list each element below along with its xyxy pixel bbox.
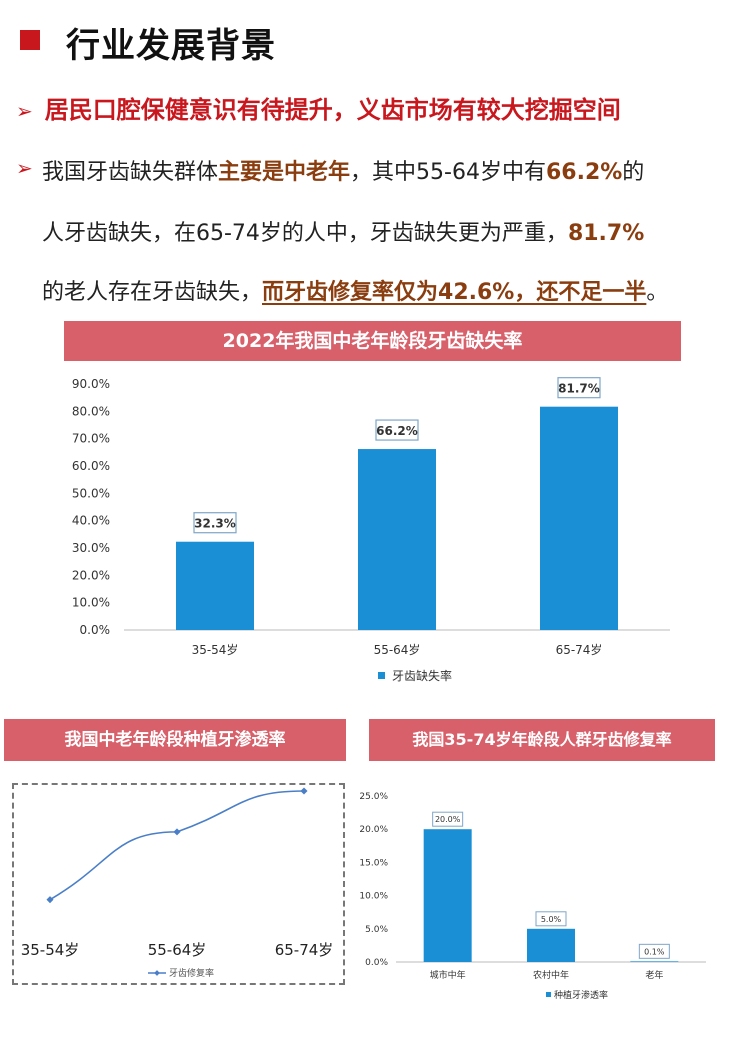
y-tick-label: 10.0% <box>72 596 110 610</box>
legend-label: 种植牙渗透率 <box>554 989 608 1001</box>
chart3-title: 我国35-74岁年龄段人群牙齿修复率 <box>369 719 715 761</box>
data-label-box <box>193 512 237 534</box>
text: 。 <box>646 280 669 305</box>
bar <box>358 449 436 630</box>
data-label-box <box>432 811 464 827</box>
bar <box>527 928 575 962</box>
data-point <box>300 787 308 795</box>
data-label-box <box>535 911 567 927</box>
arrow-bullet-icon: ➢ <box>16 99 33 123</box>
legend-marker <box>154 970 160 976</box>
highlight-text: 81.7% <box>567 221 645 246</box>
chart1-title: 2022年我国中老年龄段牙齿缺失率 <box>64 321 681 361</box>
y-tick-label: 0.0% <box>80 623 111 637</box>
text: 人牙齿缺失，在65-74岁的人中，牙齿缺失更为严重， <box>42 221 568 246</box>
x-tick-label: 65-74岁 <box>275 941 334 959</box>
subheading: ➢ 居民口腔保健意识有待提升，义齿市场有较大挖掘空间 <box>16 90 621 125</box>
x-tick-label: 老年 <box>645 969 663 981</box>
paragraph-line-2: 人牙齿缺失，在65-74岁的人中，牙齿缺失更为严重，81.7% <box>42 215 644 247</box>
page-title: 行业发展背景 <box>66 26 276 66</box>
title-square-icon <box>20 30 40 50</box>
y-tick-label: 25.0% <box>359 792 388 802</box>
legend-label: 牙齿缺失率 <box>392 668 452 683</box>
bar <box>423 829 472 962</box>
y-tick-label: 5.0% <box>365 925 388 935</box>
highlight-text: 主要是中老年 <box>218 160 351 185</box>
chart2-title: 我国中老年龄段种植牙渗透率 <box>4 719 346 761</box>
x-tick-label: 城市中年 <box>430 969 466 981</box>
data-label-box <box>557 377 601 399</box>
y-tick-label: 60.0% <box>72 459 110 473</box>
x-tick-label: 35-54岁 <box>192 642 239 657</box>
y-tick-label: 10.0% <box>359 892 388 902</box>
highlight-underlined-text: 而牙齿修复率仅为42.6%，还不足一半 <box>262 280 647 305</box>
y-tick-label: 30.0% <box>72 541 110 555</box>
y-tick-label: 40.0% <box>72 514 110 528</box>
paragraph-line-3: 的老人存在牙齿缺失，而牙齿修复率仅为42.6%，还不足一半。 <box>42 274 668 306</box>
data-label: 81.7% <box>558 382 600 396</box>
text: 的 <box>622 160 645 185</box>
y-tick-label: 70.0% <box>72 432 110 446</box>
data-label-box <box>375 419 419 441</box>
bar <box>630 961 679 962</box>
data-point <box>46 896 54 904</box>
y-tick-label: 0.0% <box>365 958 388 968</box>
paragraph-line-1: 我国牙齿缺失群体主要是中老年，其中55-64岁中有66.2%的 <box>42 154 644 186</box>
y-tick-label: 15.0% <box>359 858 388 868</box>
data-label: 20.0% <box>435 815 461 824</box>
legend-swatch <box>378 672 385 679</box>
subheading-text: 居民口腔保健意识有待提升，义齿市场有较大挖掘空间 <box>44 96 621 124</box>
y-tick-label: 50.0% <box>72 486 110 500</box>
chart3-bar-chart: 0.0% 5.0% 10.0% 15.0% 20.0% 25.0% 20.0% 城市中年 5.0… <box>359 792 706 1001</box>
data-point <box>173 828 181 836</box>
data-label-box <box>638 943 670 959</box>
chart2-dashed-frame <box>12 783 345 985</box>
series-line <box>49 790 305 901</box>
chart1-bar-chart: 0.0% 10.0% 20.0% 30.0% 40.0% 50.0% 60.0% 70.0% 8… <box>72 377 670 683</box>
data-label: 66.2% <box>376 424 418 438</box>
legend-label: 牙齿修复率 <box>169 967 214 979</box>
y-tick-label: 90.0% <box>72 377 110 391</box>
bar <box>540 406 618 630</box>
x-tick-label: 65-74岁 <box>556 642 603 657</box>
x-tick-label: 35-54岁 <box>21 941 80 959</box>
data-label: 32.3% <box>194 517 236 531</box>
text: 的老人存在牙齿缺失， <box>42 280 263 305</box>
data-label: 5.0% <box>541 915 562 924</box>
y-tick-label: 80.0% <box>72 404 110 418</box>
x-tick-label: 55-64岁 <box>148 941 207 959</box>
data-label: 0.1% <box>644 947 665 956</box>
text: 我国牙齿缺失群体 <box>42 160 219 185</box>
bar <box>176 541 254 630</box>
x-tick-label: 55-64岁 <box>374 642 421 657</box>
highlight-text: 66.2% <box>545 160 623 185</box>
y-tick-label: 20.0% <box>359 825 388 835</box>
x-tick-label: 农村中年 <box>533 969 569 981</box>
legend-swatch <box>546 992 551 997</box>
arrow-bullet-icon: ➢ <box>16 156 33 180</box>
y-tick-label: 20.0% <box>72 568 110 582</box>
text: ，其中55-64岁中有 <box>350 160 546 185</box>
